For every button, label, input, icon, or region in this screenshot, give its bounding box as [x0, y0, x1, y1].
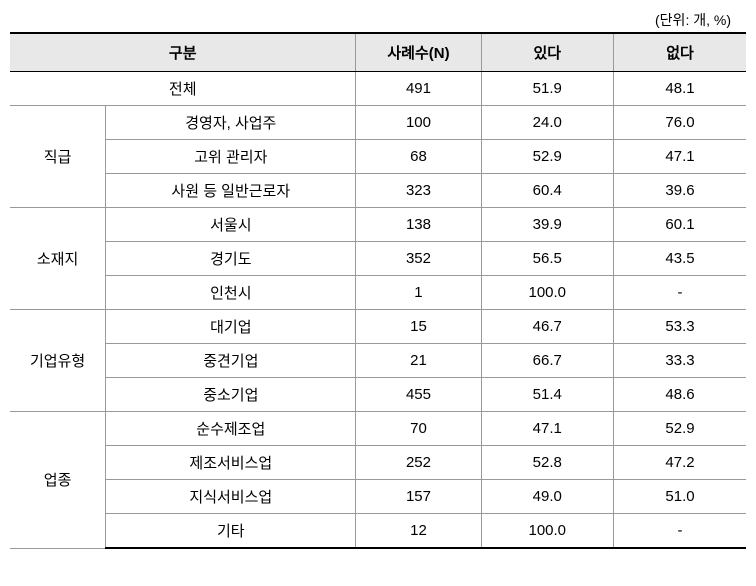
row-label: 경영자, 사업주 [106, 106, 356, 140]
row-no: 76.0 [614, 106, 747, 140]
row-no: 39.6 [614, 174, 747, 208]
row-label: 중견기업 [106, 344, 356, 378]
row-yes: 60.4 [481, 174, 613, 208]
row-no: 33.3 [614, 344, 747, 378]
row-no: - [614, 276, 747, 310]
table-row: 기타12100.0- [10, 514, 746, 549]
row-yes: 52.9 [481, 140, 613, 174]
total-label: 전체 [10, 72, 356, 106]
table-row: 제조서비스업25252.847.2 [10, 446, 746, 480]
total-yes: 51.9 [481, 72, 613, 106]
row-no: 51.0 [614, 480, 747, 514]
data-table: 구분 사례수(N) 있다 없다 전체 491 51.9 48.1 직급경영자, … [10, 32, 746, 549]
row-count: 100 [356, 106, 481, 140]
row-yes: 100.0 [481, 276, 613, 310]
total-count: 491 [356, 72, 481, 106]
row-yes: 46.7 [481, 310, 613, 344]
row-yes: 47.1 [481, 412, 613, 446]
row-yes: 56.5 [481, 242, 613, 276]
row-no: 47.1 [614, 140, 747, 174]
unit-label: (단위: 개, %) [10, 10, 746, 30]
row-no: - [614, 514, 747, 549]
total-no: 48.1 [614, 72, 747, 106]
row-count: 70 [356, 412, 481, 446]
row-label: 인천시 [106, 276, 356, 310]
table-row: 소재지서울시13839.960.1 [10, 208, 746, 242]
header-yes: 있다 [481, 33, 613, 72]
row-no: 60.1 [614, 208, 747, 242]
row-no: 48.6 [614, 378, 747, 412]
row-count: 138 [356, 208, 481, 242]
row-count: 1 [356, 276, 481, 310]
header-count: 사례수(N) [356, 33, 481, 72]
table-row: 중견기업2166.733.3 [10, 344, 746, 378]
row-count: 12 [356, 514, 481, 549]
row-yes: 49.0 [481, 480, 613, 514]
row-label: 순수제조업 [106, 412, 356, 446]
row-yes: 39.9 [481, 208, 613, 242]
row-yes: 51.4 [481, 378, 613, 412]
group-name: 기업유형 [10, 310, 106, 412]
row-label: 기타 [106, 514, 356, 549]
header-no: 없다 [614, 33, 747, 72]
header-category: 구분 [10, 33, 356, 72]
row-count: 157 [356, 480, 481, 514]
table-row: 기업유형대기업1546.753.3 [10, 310, 746, 344]
row-count: 352 [356, 242, 481, 276]
table-row: 업종순수제조업7047.152.9 [10, 412, 746, 446]
header-row: 구분 사례수(N) 있다 없다 [10, 33, 746, 72]
row-no: 47.2 [614, 446, 747, 480]
row-no: 53.3 [614, 310, 747, 344]
row-label: 고위 관리자 [106, 140, 356, 174]
group-name: 소재지 [10, 208, 106, 310]
row-label: 지식서비스업 [106, 480, 356, 514]
row-label: 대기업 [106, 310, 356, 344]
row-no: 43.5 [614, 242, 747, 276]
row-label: 사원 등 일반근로자 [106, 174, 356, 208]
row-label: 중소기업 [106, 378, 356, 412]
total-row: 전체 491 51.9 48.1 [10, 72, 746, 106]
table-row: 경기도35256.543.5 [10, 242, 746, 276]
row-no: 52.9 [614, 412, 747, 446]
row-count: 21 [356, 344, 481, 378]
table-row: 직급경영자, 사업주10024.076.0 [10, 106, 746, 140]
row-yes: 100.0 [481, 514, 613, 549]
group-name: 업종 [10, 412, 106, 549]
row-count: 252 [356, 446, 481, 480]
row-label: 제조서비스업 [106, 446, 356, 480]
row-count: 15 [356, 310, 481, 344]
table-row: 사원 등 일반근로자32360.439.6 [10, 174, 746, 208]
group-name: 직급 [10, 106, 106, 208]
table-row: 중소기업45551.448.6 [10, 378, 746, 412]
table-row: 지식서비스업15749.051.0 [10, 480, 746, 514]
row-count: 455 [356, 378, 481, 412]
row-yes: 24.0 [481, 106, 613, 140]
row-yes: 66.7 [481, 344, 613, 378]
row-yes: 52.8 [481, 446, 613, 480]
table-row: 인천시1100.0- [10, 276, 746, 310]
row-label: 서울시 [106, 208, 356, 242]
table-row: 고위 관리자6852.947.1 [10, 140, 746, 174]
row-label: 경기도 [106, 242, 356, 276]
row-count: 323 [356, 174, 481, 208]
row-count: 68 [356, 140, 481, 174]
